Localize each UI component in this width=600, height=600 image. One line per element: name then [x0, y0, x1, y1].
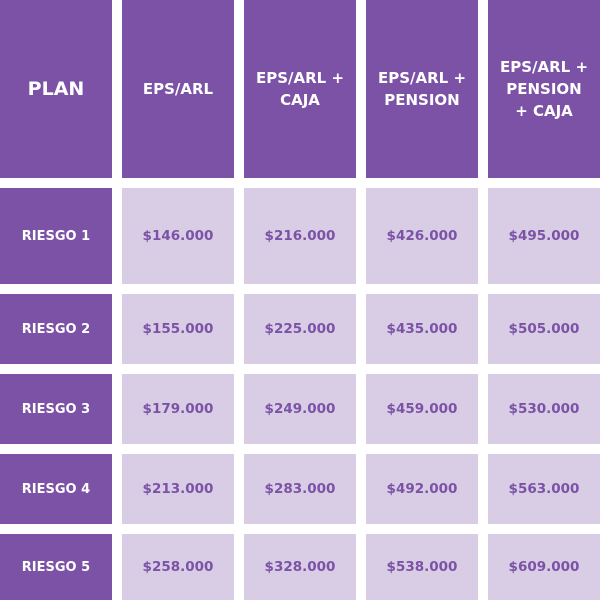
price-cell: $459.000 [366, 374, 478, 444]
price-cell: $609.000 [488, 534, 600, 600]
price-cell: $179.000 [122, 374, 234, 444]
price-cell: $530.000 [488, 374, 600, 444]
price-cell: $505.000 [488, 294, 600, 364]
price-cell: $283.000 [244, 454, 356, 524]
price-cell: $258.000 [122, 534, 234, 600]
price-cell: $426.000 [366, 188, 478, 284]
price-cell: $563.000 [488, 454, 600, 524]
row-label: RIESGO 1 [0, 188, 112, 284]
price-cell: $538.000 [366, 534, 478, 600]
price-cell: $213.000 [122, 454, 234, 524]
row-label: RIESGO 4 [0, 454, 112, 524]
row-label: RIESGO 3 [0, 374, 112, 444]
price-cell: $492.000 [366, 454, 478, 524]
price-cell: $225.000 [244, 294, 356, 364]
price-cell: $328.000 [244, 534, 356, 600]
price-cell: $216.000 [244, 188, 356, 284]
header-eps-arl: EPS/ARL [122, 0, 234, 178]
row-label: RIESGO 5 [0, 534, 112, 600]
price-cell: $249.000 [244, 374, 356, 444]
header-eps-arl-pension: EPS/ARL + PENSION [366, 0, 478, 178]
price-cell: $495.000 [488, 188, 600, 284]
header-eps-arl-pension-caja: EPS/ARL + PENSION + CAJA [488, 0, 600, 178]
price-cell: $146.000 [122, 188, 234, 284]
header-eps-arl-caja: EPS/ARL + CAJA [244, 0, 356, 178]
row-label: RIESGO 2 [0, 294, 112, 364]
price-cell: $155.000 [122, 294, 234, 364]
header-plan: PLAN [0, 0, 112, 178]
price-cell: $435.000 [366, 294, 478, 364]
